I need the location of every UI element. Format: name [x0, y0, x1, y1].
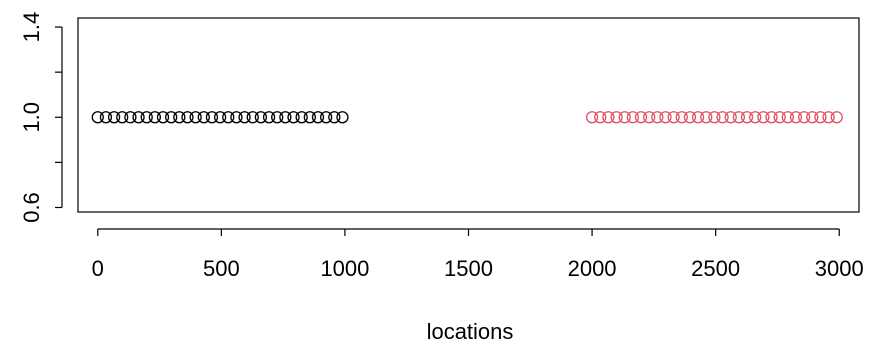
- data-point: [222, 111, 235, 124]
- data-point: [789, 111, 803, 124]
- x-tick-label: 2000: [568, 256, 617, 281]
- data-point: [124, 111, 137, 124]
- data-point: [197, 111, 210, 124]
- data-point: [683, 111, 697, 124]
- x-tick-label: 1000: [320, 256, 369, 281]
- data-point: [262, 111, 276, 124]
- x-axis: 0 500 1000 1500 2000 2500 3000: [92, 228, 864, 281]
- data-point: [594, 111, 607, 124]
- data-point: [626, 111, 640, 124]
- y-tick-label: 1.4: [19, 12, 44, 43]
- data-point: [173, 111, 186, 124]
- plot-area-frame: [77, 17, 860, 213]
- data-point: [765, 111, 778, 124]
- data-point: [814, 111, 827, 124]
- data-point: [148, 111, 162, 124]
- data-point: [708, 111, 721, 124]
- y-tick-label: 1.0: [19, 102, 44, 133]
- data-point: [99, 111, 113, 124]
- data-point: [140, 111, 153, 124]
- x-tick-label: 3000: [815, 256, 864, 281]
- data-point: [667, 111, 680, 124]
- x-tick-label: 1500: [444, 256, 493, 281]
- data-point: [132, 111, 145, 124]
- data-point: [716, 111, 729, 124]
- data-point: [205, 111, 219, 124]
- data-point: [732, 111, 746, 124]
- data-point: [659, 111, 672, 124]
- data-point: [781, 111, 794, 124]
- x-tick-label: 0: [92, 256, 104, 281]
- y-axis: 0.6 1.0 1.4: [19, 12, 63, 223]
- data-point: [279, 111, 292, 124]
- data-point: [830, 111, 843, 124]
- data-point: [651, 111, 664, 124]
- data-point: [303, 111, 316, 124]
- data-point: [91, 111, 104, 124]
- data-point: [295, 111, 308, 124]
- data-point: [311, 111, 325, 124]
- data-point: [634, 111, 648, 124]
- data-point: [246, 111, 259, 124]
- data-point: [749, 111, 762, 124]
- data-point: [319, 111, 333, 124]
- x-tick-label: 500: [203, 256, 240, 281]
- x-axis-label: locations: [427, 319, 514, 341]
- data-point: [107, 111, 121, 124]
- data-point: [328, 111, 341, 124]
- data-point: [116, 111, 129, 124]
- data-point: [287, 111, 300, 124]
- data-point: [336, 111, 349, 124]
- data-point: [797, 111, 811, 124]
- x-tick-label: 2500: [691, 256, 740, 281]
- data-point: [585, 111, 599, 124]
- data-point: [181, 111, 194, 124]
- data-point: [602, 111, 615, 124]
- y-tick-label: 0.6: [19, 192, 44, 223]
- data-point: [189, 111, 202, 124]
- data-point: [675, 111, 688, 124]
- data-point: [822, 111, 835, 124]
- data-point: [700, 111, 713, 124]
- data-point: [165, 111, 178, 124]
- data-point: [724, 111, 737, 124]
- data-point: [618, 111, 631, 124]
- data-point: [773, 111, 786, 124]
- data-point: [238, 111, 251, 124]
- data-point: [757, 111, 770, 124]
- data-point: [230, 111, 243, 124]
- data-point: [156, 111, 170, 124]
- data-point: [740, 111, 754, 124]
- data-point: [213, 111, 227, 124]
- data-point: [254, 111, 268, 124]
- data-point: [643, 111, 656, 124]
- data-point: [806, 111, 819, 124]
- data-points: [91, 111, 843, 124]
- data-point: [691, 111, 705, 124]
- data-point: [610, 111, 623, 124]
- data-point: [271, 111, 284, 124]
